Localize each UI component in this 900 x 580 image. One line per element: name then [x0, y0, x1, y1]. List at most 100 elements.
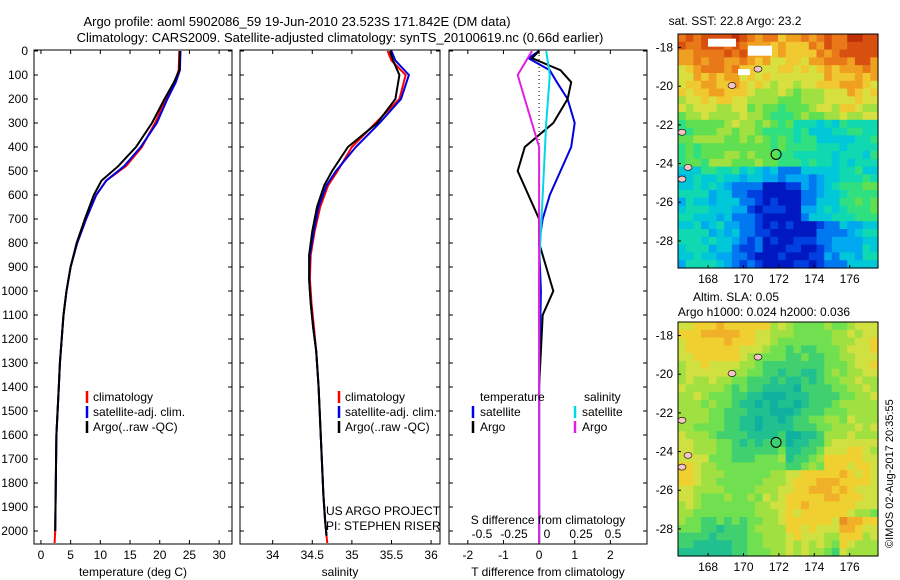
map-cell	[854, 462, 864, 471]
map-cell	[847, 532, 856, 541]
map-cell	[724, 540, 733, 549]
map-cell	[847, 376, 856, 385]
map-cell	[778, 400, 787, 409]
map-cell	[854, 65, 864, 74]
map-cell	[824, 151, 833, 160]
map-cell	[747, 353, 756, 362]
imos-credit: ©IMOS 02-Aug-2017 20:35:55	[884, 399, 896, 548]
map-cell	[731, 229, 741, 238]
map-cell	[778, 158, 787, 168]
map-cell	[685, 73, 694, 82]
map-cell	[801, 322, 810, 331]
map-cell	[754, 96, 764, 105]
map-cell	[824, 244, 833, 253]
map-cell	[785, 493, 794, 502]
map-cell	[831, 96, 841, 105]
map-cell	[778, 392, 787, 401]
map-cell	[808, 205, 818, 214]
map-cell	[716, 407, 725, 417]
map-cell	[685, 166, 694, 175]
map-cell	[762, 485, 771, 495]
map-cell	[701, 517, 710, 526]
map-cell	[747, 119, 756, 129]
map-cell	[870, 423, 879, 432]
map-y-label: -26	[656, 483, 674, 497]
map-cell	[701, 197, 710, 207]
island	[753, 65, 763, 73]
map-cell	[724, 431, 733, 440]
map-cell	[801, 205, 810, 214]
map-cell	[854, 174, 864, 183]
map-cell	[808, 229, 818, 238]
map-cell	[801, 353, 810, 362]
map-cell	[708, 361, 718, 370]
map-cell	[801, 236, 810, 246]
map-cell	[754, 478, 764, 487]
map-cell	[754, 221, 764, 230]
map-cell	[862, 329, 871, 339]
map-cell	[701, 104, 710, 113]
map-cell	[708, 65, 718, 74]
map-cell	[678, 384, 687, 393]
map-cell	[808, 400, 818, 409]
map-cell	[685, 143, 694, 152]
map-cell	[724, 353, 733, 362]
map-cell	[839, 322, 848, 331]
map-cell	[824, 454, 833, 463]
map-cell	[816, 384, 825, 393]
map-cell	[793, 135, 802, 144]
s-difference-label: S difference from climatology	[471, 513, 626, 527]
map-cell	[724, 392, 733, 401]
map-cell	[870, 143, 879, 152]
map-cell	[785, 166, 794, 175]
map-cell	[747, 151, 756, 160]
map-cell	[754, 166, 764, 175]
map-cell	[839, 41, 848, 51]
map-cell	[762, 345, 771, 354]
x-tick-label: 30	[212, 548, 226, 562]
map-cell	[731, 104, 741, 113]
map-cell	[770, 329, 779, 339]
map-cell	[762, 361, 771, 370]
map-cell	[754, 384, 764, 393]
map-cell	[747, 509, 756, 518]
map-cell	[678, 205, 687, 214]
map-cell	[870, 517, 879, 526]
legend-t-argo: Argo	[480, 420, 506, 434]
map-cell	[831, 65, 841, 74]
legend-climatology: climatology	[345, 390, 405, 404]
x-tick-label: 34	[266, 548, 280, 562]
map-cell	[839, 446, 848, 456]
map-cell	[808, 407, 818, 417]
island	[677, 175, 687, 183]
map-cell	[824, 112, 833, 121]
map-cell	[793, 34, 802, 43]
map-cell	[754, 462, 764, 471]
map-cell	[716, 540, 725, 549]
map-cell	[824, 400, 833, 409]
map-x-label: 174	[804, 272, 824, 286]
map-cell	[716, 415, 725, 424]
map-cell	[785, 158, 794, 168]
map-cell	[693, 41, 702, 51]
map-cell	[716, 119, 725, 129]
map-cell	[724, 329, 733, 339]
map-cell	[854, 34, 864, 43]
map-cell	[839, 361, 848, 370]
map-cell	[816, 517, 825, 526]
map-cell	[747, 112, 756, 121]
map-cell	[701, 205, 710, 214]
map-cell	[747, 446, 756, 456]
map-cell	[801, 104, 810, 113]
map-cell	[678, 260, 687, 269]
difference-plot: -2 -1 0 1 2	[462, 50, 614, 562]
map-cell	[793, 501, 802, 510]
map-cell	[754, 431, 764, 440]
map-cell	[847, 501, 856, 510]
map-cell	[739, 104, 748, 113]
map-cell	[793, 517, 802, 526]
map-cell	[824, 260, 833, 269]
map-cell	[747, 532, 756, 541]
map-cell	[685, 57, 694, 66]
map-cell	[839, 415, 848, 424]
